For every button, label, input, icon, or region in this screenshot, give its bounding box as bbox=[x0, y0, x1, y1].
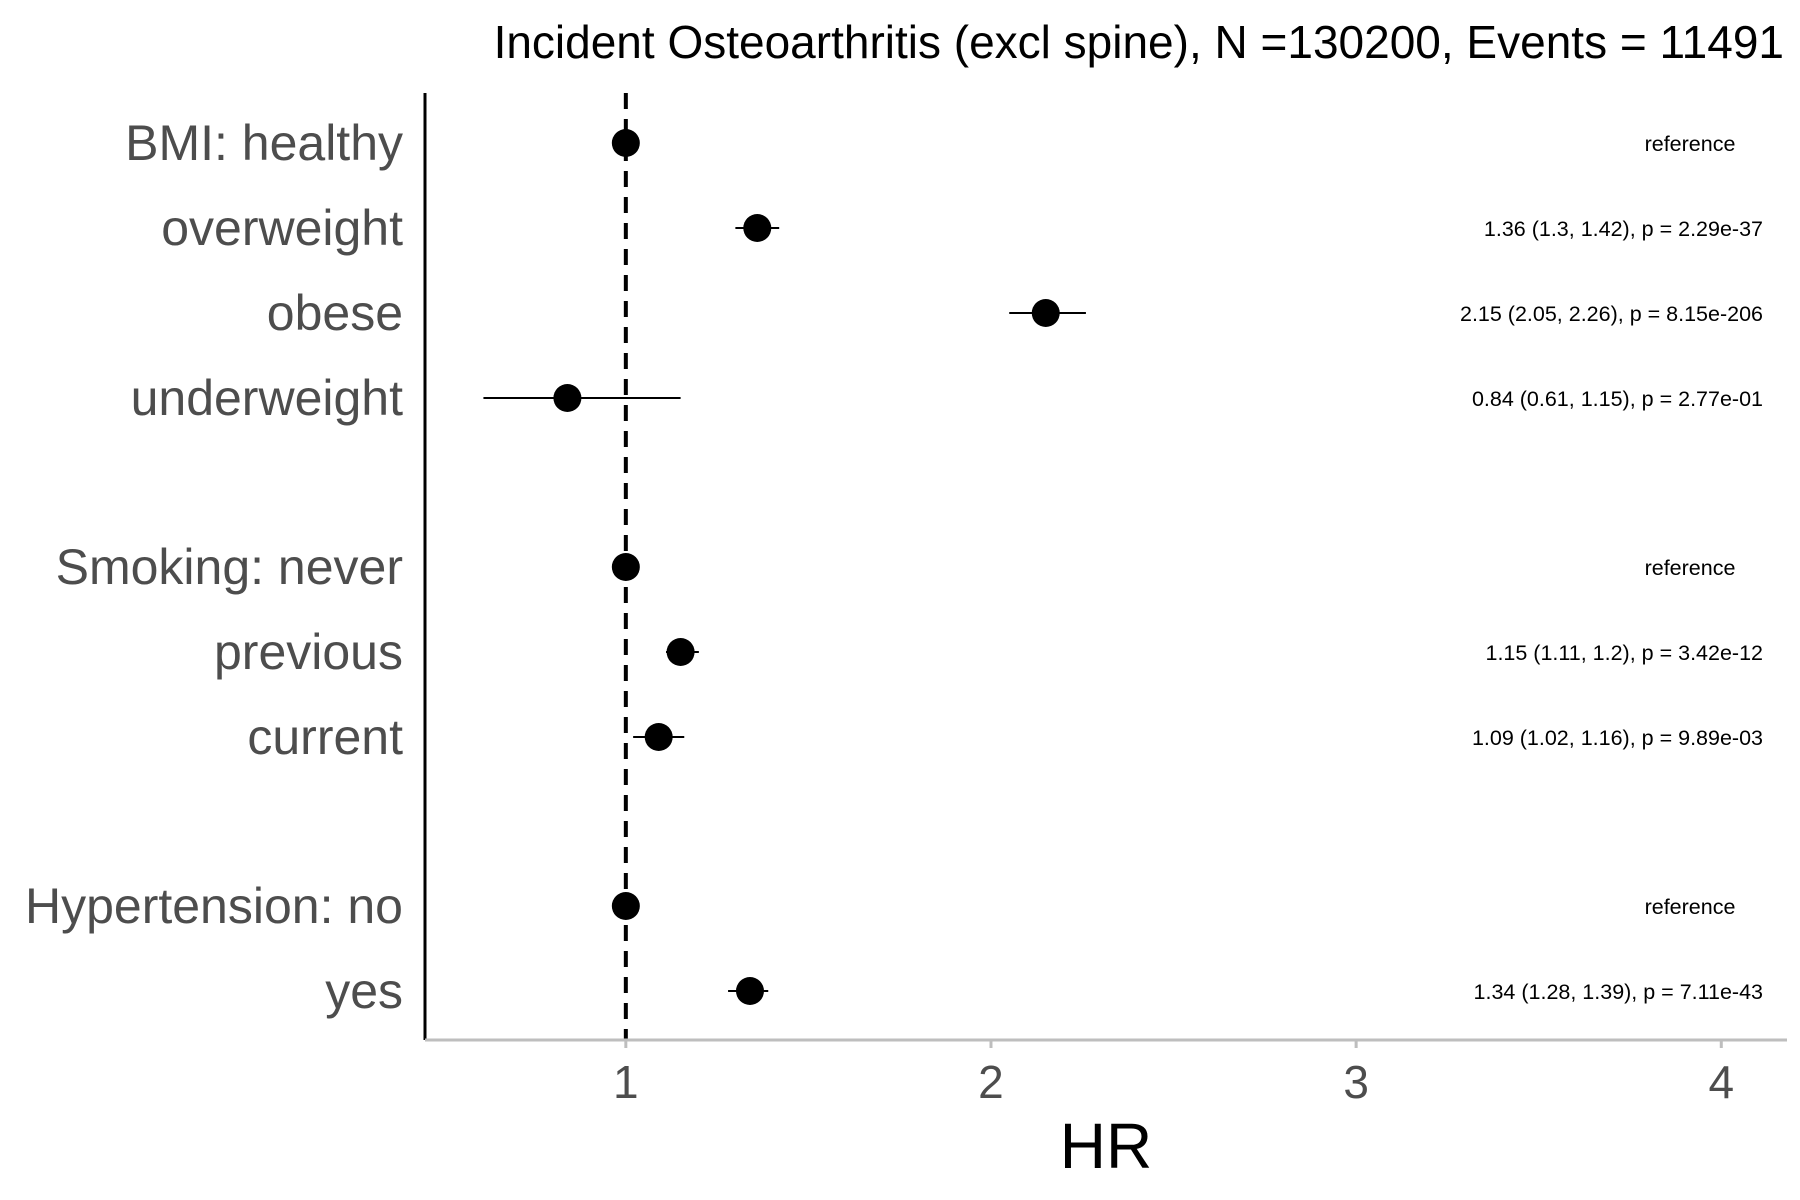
hazard-ratio-point bbox=[611, 553, 640, 581]
reference-annotation: reference bbox=[1645, 895, 1736, 919]
hazard-ratio-point-layer bbox=[553, 129, 1060, 1005]
hazard-ratio-point bbox=[666, 638, 695, 666]
hazard-ratio-point bbox=[611, 129, 640, 157]
hazard-ratio-point bbox=[735, 977, 764, 1005]
confidence-interval-layer bbox=[483, 227, 1086, 992]
row-label: overweight bbox=[161, 200, 403, 256]
x-tick-label: 1 bbox=[613, 1056, 639, 1108]
row-label: BMI: healthy bbox=[125, 115, 403, 171]
hazard-ratio-point bbox=[553, 384, 582, 412]
row-label: Hypertension: no bbox=[25, 878, 403, 934]
chart-title: Incident Osteoarthritis (excl spine), N … bbox=[494, 16, 1784, 68]
hazard-ratio-point bbox=[611, 892, 640, 920]
x-tick-label: 4 bbox=[1708, 1056, 1734, 1108]
row-label: obese bbox=[267, 285, 403, 341]
estimate-annotation: 1.34 (1.28, 1.39), p = 7.11e-43 bbox=[1474, 980, 1764, 1004]
annotation-layer: reference 1.36 (1.3, 1.42), p = 2.29e-37 2… bbox=[1460, 132, 1763, 1004]
hazard-ratio-point bbox=[1031, 299, 1060, 327]
row-label: previous bbox=[214, 624, 403, 680]
row-label: Smoking: never bbox=[56, 539, 403, 595]
row-label-layer: BMI: healthy overweight obese underweight Sm… bbox=[25, 115, 403, 1019]
hazard-ratio-point bbox=[743, 214, 772, 242]
reference-annotation: reference bbox=[1645, 132, 1736, 156]
row-label: yes bbox=[325, 963, 403, 1019]
estimate-annotation: 1.09 (1.02, 1.16), p = 9.89e-03 bbox=[1472, 726, 1763, 750]
estimate-annotation: 1.15 (1.11, 1.2), p = 3.42e-12 bbox=[1485, 641, 1763, 665]
estimate-annotation: 1.36 (1.3, 1.42), p = 2.29e-37 bbox=[1484, 217, 1763, 241]
x-axis-title: HR bbox=[1060, 1110, 1152, 1182]
estimate-annotation: 2.15 (2.05, 2.26), p = 8.15e-206 bbox=[1460, 302, 1763, 326]
x-tick-label: 3 bbox=[1343, 1056, 1369, 1108]
estimate-annotation: 0.84 (0.61, 1.15), p = 2.77e-01 bbox=[1472, 387, 1763, 411]
x-axis-ticks: 1 2 3 4 bbox=[613, 1040, 1734, 1108]
row-label: current bbox=[247, 709, 403, 765]
reference-annotation: reference bbox=[1645, 556, 1736, 580]
row-label: underweight bbox=[131, 370, 404, 426]
x-tick-label: 2 bbox=[978, 1056, 1004, 1108]
hazard-ratio-point bbox=[644, 723, 673, 751]
